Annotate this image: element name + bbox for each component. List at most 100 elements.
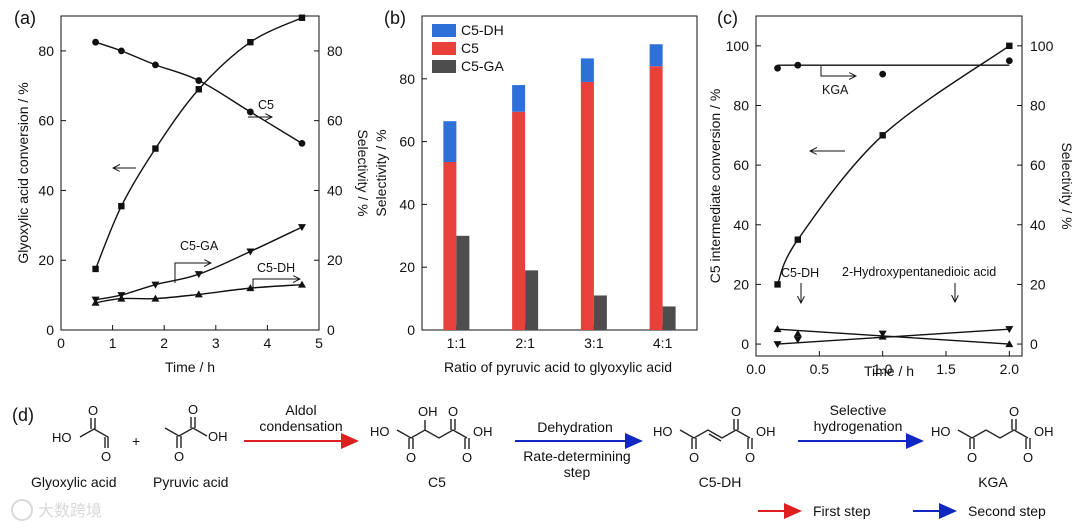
data-point-c5 [298, 139, 306, 147]
data-point-conversion [1006, 42, 1013, 50]
data-point-conversion [195, 86, 202, 93]
series-line-conversion [776, 45, 1010, 285]
data-point-c5-dh [773, 325, 782, 333]
panel-c: (c) 0.0 0.5 1.0 1.5 2.0 0 0 20 20 40 40 60 60 80 80 100… [707, 8, 1075, 379]
panel-a-y2label: Selectivity / % [355, 129, 371, 216]
data-point-kga [879, 70, 887, 78]
data-point-c5-dh [297, 280, 306, 288]
panel-d-label: (d) [12, 405, 34, 425]
legend-label-c5: C5 [461, 40, 479, 56]
data-point-c5-dh [151, 294, 160, 302]
series-line-conversion [94, 17, 303, 270]
pyruvic-o1: O [174, 449, 184, 464]
panel-b-ticks: 0 20 40 60 80 1:1 2:1 3:1 4:1 [399, 71, 672, 351]
data-point-c5-ga [194, 271, 203, 279]
y-tick-label: 60 [38, 113, 54, 129]
data-point-c5-dh [246, 284, 255, 292]
glyoxylic-o1: O [88, 403, 98, 418]
plus-sign: + [132, 433, 140, 449]
bar-c5 [512, 111, 526, 331]
glyoxylic-o2: O [101, 449, 111, 464]
data-point-conversion [247, 38, 254, 46]
panel-b-bars [443, 44, 676, 331]
panel-c-kga-arrow [820, 66, 856, 76]
y-tick-label: 80 [38, 43, 54, 59]
glyoxylic-acid-label: Glyoxylic acid [31, 474, 117, 490]
c5-o2: O [448, 404, 458, 419]
panel-b-xlabel: Ratio of pyruvic acid to glyoxylic acid [444, 359, 672, 375]
c5dh-oh-right: OH [756, 424, 776, 439]
c5dh-o2: O [731, 404, 741, 419]
y-tick-label: 60 [399, 134, 415, 150]
y-tick-label: 0 [46, 322, 54, 338]
step2-top: Dehydration [537, 419, 613, 435]
panel-b-legend: C5-DH C5 C5-GA [432, 22, 504, 74]
c5dh-structure: HO O O O OH [653, 404, 776, 465]
x-tick-label: 4 [264, 335, 272, 351]
panel-a-c5dh-arrow [252, 279, 300, 290]
y-tick-label: 20 [38, 252, 54, 268]
x-tick-label: 2 [160, 335, 168, 351]
y2-tick-label: 0 [1030, 336, 1038, 352]
bar-c5 [649, 66, 663, 331]
kga-o3: O [1023, 450, 1033, 465]
y2-tick-label: 80 [1030, 97, 1046, 113]
c5-oh-right: OH [473, 424, 493, 439]
data-point-c5-ga [151, 281, 160, 289]
data-point-c5-dh [117, 294, 126, 302]
data-point-2-hydroxypentanedioic-acid [773, 341, 782, 349]
data-point-kga [1005, 57, 1013, 65]
y2-tick-label: 40 [327, 182, 343, 198]
panel-a-ann-c5: C5 [258, 98, 274, 112]
step2-bottom2: step [564, 464, 591, 480]
data-point-conversion [92, 265, 99, 273]
data-point-c5-dh [194, 290, 203, 298]
y-tick-label: 40 [399, 196, 415, 212]
data-point-2-hydroxypentanedioic-acid [878, 330, 887, 338]
data-point-c5 [92, 38, 99, 46]
c5dh-o1: O [689, 450, 699, 465]
x-tick-label: 4:1 [653, 335, 673, 351]
panel-c-ann-hpa: 2-Hydroxypentanedioic acid [842, 265, 996, 279]
panel-a-ann-c5dh: C5-DH [257, 261, 295, 275]
watermark: 大数跨境 [11, 499, 102, 521]
data-point-2-hydroxypentanedioic-acid [793, 336, 802, 344]
panel-c-ann-kga: KGA [822, 83, 849, 97]
y-tick-label: 20 [399, 259, 415, 275]
y-tick-label: 20 [733, 276, 749, 292]
legend-swatch-c5dh [432, 24, 456, 37]
panel-c-ylabel: C5 intermediate conversion / % [707, 89, 723, 284]
data-point-conversion [879, 132, 886, 139]
x-tick-label: 3:1 [584, 335, 604, 351]
data-point-c5-ga [246, 248, 255, 256]
c5-oh-top: OH [418, 404, 438, 419]
bar-c5 [443, 162, 457, 330]
panel-a-label: (a) [14, 8, 36, 28]
data-point-conversion [152, 145, 159, 152]
panel-c-frame [755, 15, 1023, 357]
panel-c-ann-c5dh: C5-DH [781, 266, 819, 280]
legend-swatch-c5 [432, 42, 456, 55]
y-tick-label: 40 [38, 182, 54, 198]
pyruvic-o2: O [188, 402, 198, 417]
data-point-kga [774, 64, 781, 72]
panel-a-series [91, 14, 306, 306]
panel-b-frame [421, 15, 698, 331]
data-point-c5-dh [91, 298, 100, 306]
x-tick-label: 1.5 [936, 361, 956, 377]
y2-tick-label: 20 [1030, 276, 1046, 292]
y-tick-label: 60 [733, 157, 749, 173]
x-tick-label: 0 [57, 335, 65, 351]
kga-label: KGA [978, 474, 1008, 490]
panel-c-xlabel: Time / h [864, 363, 914, 379]
glyoxylic-acid-structure: HO O O [52, 403, 111, 464]
step1-bottom: condensation [259, 418, 342, 434]
x-tick-label: 1:1 [447, 335, 467, 351]
pyruvic-acid-label: Pyruvic acid [153, 474, 228, 490]
data-point-c5-dh [1005, 340, 1014, 348]
panel-a-c5ga-arrow [174, 263, 211, 283]
x-tick-label: 2:1 [515, 335, 535, 351]
kga-structure: HO O O O OH [931, 404, 1054, 465]
panel-a-ann-c5ga: C5-GA [180, 239, 219, 253]
